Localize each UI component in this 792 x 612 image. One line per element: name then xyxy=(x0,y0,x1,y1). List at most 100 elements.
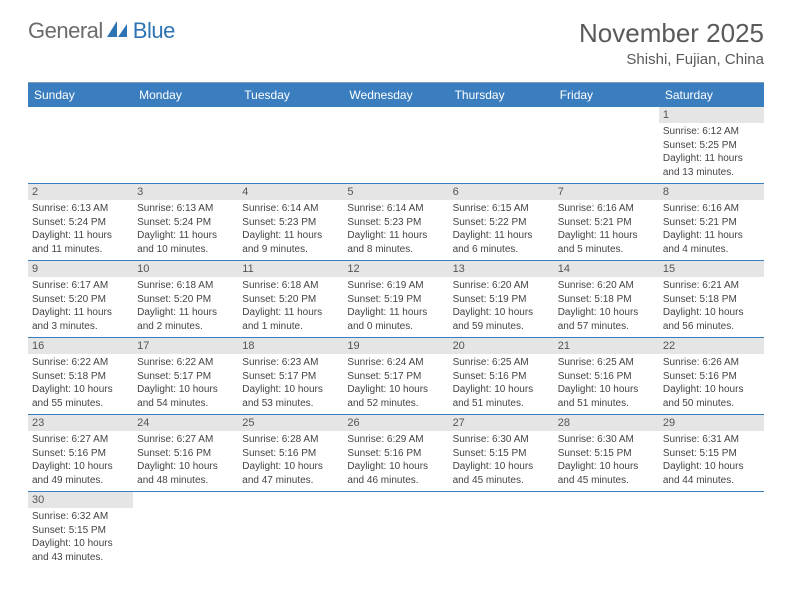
sunset-text: Sunset: 5:24 PM xyxy=(137,216,234,230)
calendar-day-cell: 6Sunrise: 6:15 AMSunset: 5:22 PMDaylight… xyxy=(449,184,554,260)
sunrise-text: Sunrise: 6:18 AM xyxy=(242,279,339,293)
sunrise-text: Sunrise: 6:23 AM xyxy=(242,356,339,370)
sunset-text: Sunset: 5:17 PM xyxy=(347,370,444,384)
sunrise-text: Sunrise: 6:16 AM xyxy=(663,202,760,216)
daylight-text: Daylight: 11 hours and 9 minutes. xyxy=(242,229,339,256)
day-number: 14 xyxy=(554,261,659,277)
sunrise-text: Sunrise: 6:18 AM xyxy=(137,279,234,293)
weekday-label: Wednesday xyxy=(343,83,448,107)
calendar-day-cell: 9Sunrise: 6:17 AMSunset: 5:20 PMDaylight… xyxy=(28,261,133,337)
sunrise-text: Sunrise: 6:24 AM xyxy=(347,356,444,370)
day-number xyxy=(343,492,448,508)
sunset-text: Sunset: 5:16 PM xyxy=(137,447,234,461)
sunset-text: Sunset: 5:17 PM xyxy=(137,370,234,384)
sunset-text: Sunset: 5:21 PM xyxy=(558,216,655,230)
day-number: 22 xyxy=(659,338,764,354)
sunrise-text: Sunrise: 6:14 AM xyxy=(347,202,444,216)
day-number: 2 xyxy=(28,184,133,200)
daylight-text: Daylight: 10 hours and 57 minutes. xyxy=(558,306,655,333)
calendar-day-cell: 28Sunrise: 6:30 AMSunset: 5:15 PMDayligh… xyxy=(554,415,659,491)
day-number xyxy=(238,492,343,508)
daylight-text: Daylight: 10 hours and 53 minutes. xyxy=(242,383,339,410)
calendar-day-cell xyxy=(554,492,659,568)
calendar-day-cell: 16Sunrise: 6:22 AMSunset: 5:18 PMDayligh… xyxy=(28,338,133,414)
day-number: 10 xyxy=(133,261,238,277)
daylight-text: Daylight: 11 hours and 3 minutes. xyxy=(32,306,129,333)
day-number: 17 xyxy=(133,338,238,354)
brand-name-2: Blue xyxy=(133,18,175,44)
day-number: 16 xyxy=(28,338,133,354)
sail-icon xyxy=(107,21,129,42)
daylight-text: Daylight: 10 hours and 45 minutes. xyxy=(453,460,550,487)
calendar-day-cell xyxy=(449,107,554,183)
calendar-day-cell xyxy=(133,107,238,183)
day-number: 8 xyxy=(659,184,764,200)
daylight-text: Daylight: 11 hours and 8 minutes. xyxy=(347,229,444,256)
calendar-day-cell xyxy=(449,492,554,568)
calendar-day-cell: 15Sunrise: 6:21 AMSunset: 5:18 PMDayligh… xyxy=(659,261,764,337)
sunrise-text: Sunrise: 6:12 AM xyxy=(663,125,760,139)
calendar-day-cell: 3Sunrise: 6:13 AMSunset: 5:24 PMDaylight… xyxy=(133,184,238,260)
day-number xyxy=(554,107,659,123)
sunrise-text: Sunrise: 6:30 AM xyxy=(453,433,550,447)
sunrise-text: Sunrise: 6:22 AM xyxy=(32,356,129,370)
day-number: 25 xyxy=(238,415,343,431)
daylight-text: Daylight: 10 hours and 52 minutes. xyxy=(347,383,444,410)
sunrise-text: Sunrise: 6:19 AM xyxy=(347,279,444,293)
day-number: 18 xyxy=(238,338,343,354)
sunset-text: Sunset: 5:21 PM xyxy=(663,216,760,230)
day-number xyxy=(449,107,554,123)
day-number: 21 xyxy=(554,338,659,354)
calendar-day-cell: 7Sunrise: 6:16 AMSunset: 5:21 PMDaylight… xyxy=(554,184,659,260)
brand-name-1: General xyxy=(28,18,103,44)
daylight-text: Daylight: 11 hours and 13 minutes. xyxy=(663,152,760,179)
sunrise-text: Sunrise: 6:25 AM xyxy=(453,356,550,370)
sunset-text: Sunset: 5:18 PM xyxy=(558,293,655,307)
title-block: November 2025 Shishi, Fujian, China xyxy=(579,18,764,68)
calendar-day-cell: 14 Sunrise: 6:20 AMSunset: 5:18 PMDayligh… xyxy=(554,261,659,337)
day-number: 27 xyxy=(449,415,554,431)
sunset-text: Sunset: 5:15 PM xyxy=(32,524,129,538)
sunset-text: Sunset: 5:25 PM xyxy=(663,139,760,153)
calendar-day-cell: 17Sunrise: 6:22 AMSunset: 5:17 PMDayligh… xyxy=(133,338,238,414)
sunrise-text: Sunrise: 6:27 AM xyxy=(137,433,234,447)
daylight-text: Daylight: 11 hours and 10 minutes. xyxy=(137,229,234,256)
sunset-text: Sunset: 5:17 PM xyxy=(242,370,339,384)
sunset-text: Sunset: 5:18 PM xyxy=(32,370,129,384)
daylight-text: Daylight: 10 hours and 59 minutes. xyxy=(453,306,550,333)
sunset-text: Sunset: 5:20 PM xyxy=(32,293,129,307)
daylight-text: Daylight: 10 hours and 51 minutes. xyxy=(558,383,655,410)
day-number: 23 xyxy=(28,415,133,431)
daylight-text: Daylight: 10 hours and 43 minutes. xyxy=(32,537,129,564)
daylight-text: Daylight: 10 hours and 48 minutes. xyxy=(137,460,234,487)
sunrise-text: Sunrise: 6:26 AM xyxy=(663,356,760,370)
sunset-text: Sunset: 5:24 PM xyxy=(32,216,129,230)
calendar-day-cell: 30Sunrise: 6:32 AMSunset: 5:15 PMDayligh… xyxy=(28,492,133,568)
calendar-day-cell: 10Sunrise: 6:18 AMSunset: 5:20 PMDayligh… xyxy=(133,261,238,337)
calendar-day-cell: 25Sunrise: 6:28 AMSunset: 5:16 PMDayligh… xyxy=(238,415,343,491)
day-number xyxy=(133,492,238,508)
sunset-text: Sunset: 5:19 PM xyxy=(453,293,550,307)
calendar-day-cell xyxy=(343,492,448,568)
sunset-text: Sunset: 5:20 PM xyxy=(137,293,234,307)
day-number: 11 xyxy=(238,261,343,277)
sunrise-text: Sunrise: 6:13 AM xyxy=(32,202,129,216)
calendar-day-cell: 12Sunrise: 6:19 AMSunset: 5:19 PMDayligh… xyxy=(343,261,448,337)
day-number: 7 xyxy=(554,184,659,200)
daylight-text: Daylight: 11 hours and 0 minutes. xyxy=(347,306,444,333)
daylight-text: Daylight: 11 hours and 1 minute. xyxy=(242,306,339,333)
calendar-day-cell: 4Sunrise: 6:14 AMSunset: 5:23 PMDaylight… xyxy=(238,184,343,260)
sunrise-text: Sunrise: 6:14 AM xyxy=(242,202,339,216)
sunset-text: Sunset: 5:15 PM xyxy=(558,447,655,461)
daylight-text: Daylight: 11 hours and 6 minutes. xyxy=(453,229,550,256)
sunrise-text: Sunrise: 6:20 AM xyxy=(558,279,655,293)
day-number: 19 xyxy=(343,338,448,354)
sunrise-text: Sunrise: 6:21 AM xyxy=(663,279,760,293)
calendar-week-row: 9Sunrise: 6:17 AMSunset: 5:20 PMDaylight… xyxy=(28,261,764,338)
calendar-day-cell: 22Sunrise: 6:26 AMSunset: 5:16 PMDayligh… xyxy=(659,338,764,414)
sunset-text: Sunset: 5:23 PM xyxy=(242,216,339,230)
weekday-label: Saturday xyxy=(659,83,764,107)
sunrise-text: Sunrise: 6:28 AM xyxy=(242,433,339,447)
weeks-container: 1Sunrise: 6:12 AMSunset: 5:25 PMDaylight… xyxy=(28,107,764,568)
daylight-text: Daylight: 10 hours and 54 minutes. xyxy=(137,383,234,410)
